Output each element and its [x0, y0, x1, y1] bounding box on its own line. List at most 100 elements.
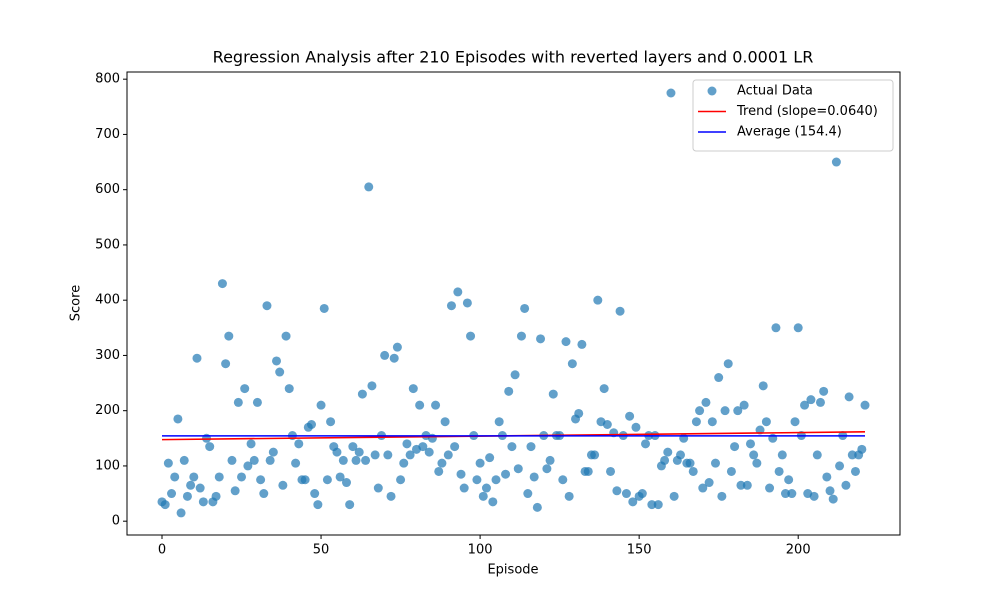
data-point — [418, 442, 428, 452]
data-point — [373, 483, 383, 493]
data-point — [695, 406, 705, 416]
data-point — [593, 295, 603, 305]
data-point — [857, 444, 867, 454]
data-point — [628, 497, 638, 507]
data-point — [357, 389, 367, 399]
data-point — [386, 491, 396, 501]
data-point — [415, 400, 425, 410]
data-point — [322, 475, 332, 485]
data-point — [494, 417, 504, 427]
data-point — [453, 287, 463, 297]
data-point — [431, 400, 441, 410]
data-point — [370, 450, 380, 460]
data-point — [205, 442, 215, 452]
data-point — [237, 472, 247, 482]
x-tick-label: 50 — [313, 543, 330, 558]
data-point — [392, 342, 402, 352]
chart-title: Regression Analysis after 210 Episodes w… — [213, 48, 814, 67]
data-point — [478, 491, 488, 501]
data-point — [230, 486, 240, 496]
data-point — [472, 475, 482, 485]
data-point — [726, 466, 736, 476]
data-point — [701, 397, 711, 407]
data-point — [443, 450, 453, 460]
data-point — [189, 472, 199, 482]
data-point — [450, 442, 460, 452]
data-point — [612, 486, 622, 496]
data-point — [214, 472, 224, 482]
data-point — [249, 455, 259, 465]
y-tick-label: 600 — [95, 182, 120, 197]
data-point — [195, 483, 205, 493]
data-point — [749, 450, 759, 460]
data-point — [774, 466, 784, 476]
data-point — [211, 491, 221, 501]
data-point — [574, 408, 584, 418]
data-point — [485, 453, 495, 463]
data-point — [752, 458, 762, 468]
data-point — [688, 466, 698, 476]
data-point — [313, 500, 323, 510]
data-point — [847, 450, 857, 460]
data-point — [526, 442, 536, 452]
data-point — [265, 455, 275, 465]
data-point — [475, 458, 485, 468]
data-point — [326, 417, 336, 427]
y-tick-label: 800 — [95, 72, 120, 87]
data-point — [841, 480, 851, 490]
data-point — [198, 497, 208, 507]
data-point — [160, 500, 170, 510]
data-point — [599, 384, 609, 394]
data-point — [291, 458, 301, 468]
data-point — [243, 461, 253, 471]
data-point — [221, 359, 231, 369]
x-tick-label: 0 — [158, 543, 166, 558]
data-point — [310, 489, 320, 499]
data-point — [341, 478, 351, 488]
data-point — [590, 450, 600, 460]
data-point — [396, 475, 406, 485]
data-point — [284, 384, 294, 394]
data-point — [275, 367, 285, 377]
data-point — [364, 182, 374, 192]
data-point — [558, 475, 568, 485]
data-point — [669, 491, 679, 501]
data-point — [660, 455, 670, 465]
data-point — [637, 489, 647, 499]
data-point — [335, 472, 345, 482]
data-point — [399, 458, 409, 468]
data-point — [736, 480, 746, 490]
data-point — [606, 466, 616, 476]
data-point — [338, 455, 348, 465]
data-point — [790, 417, 800, 427]
data-point — [259, 489, 269, 499]
data-point — [787, 489, 797, 499]
data-point — [481, 483, 491, 493]
data-point — [217, 279, 227, 289]
legend-label: Actual Data — [737, 84, 813, 99]
data-point — [615, 306, 625, 316]
data-point — [647, 500, 657, 510]
data-point — [488, 497, 498, 507]
data-point — [761, 417, 771, 427]
data-point — [771, 323, 781, 333]
data-point — [733, 406, 743, 416]
data-point — [583, 466, 593, 476]
data-point — [504, 386, 514, 396]
data-point — [367, 381, 377, 391]
data-point — [345, 500, 355, 510]
data-point — [835, 461, 845, 471]
data-point — [256, 475, 266, 485]
data-point — [507, 442, 517, 452]
data-point — [348, 442, 358, 452]
data-point — [532, 502, 542, 512]
data-point — [182, 491, 192, 501]
y-tick-label: 100 — [95, 458, 120, 473]
data-point — [784, 475, 794, 485]
data-point — [704, 478, 714, 488]
data-point — [268, 447, 278, 457]
axes-frame — [126, 71, 901, 536]
data-point — [281, 331, 291, 341]
data-point — [831, 157, 841, 167]
data-point — [456, 469, 466, 479]
